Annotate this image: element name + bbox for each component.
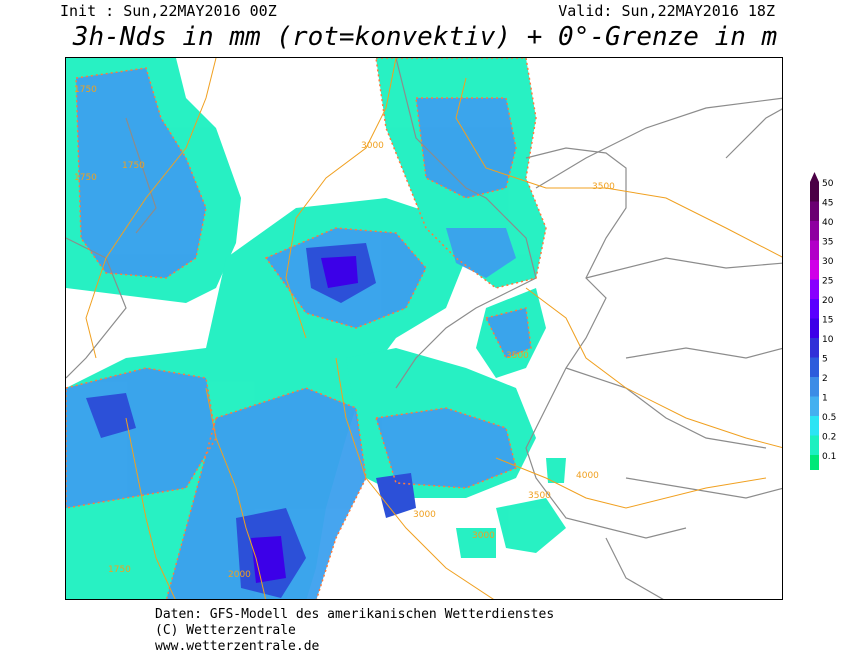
legend-scale: 50 45 40 35 30 25 20 15 10 5 2 1 0.5 0.2 0.1 bbox=[810, 172, 836, 475]
footer: Daten: GFS-Modell des amerikanischen Wet… bbox=[155, 607, 554, 655]
legend-label: 5 bbox=[822, 355, 828, 365]
chart-title: 3h-Nds in mm (rot=konvektiv) + 0°-Grenze… bbox=[72, 22, 778, 52]
convective-outlines bbox=[66, 58, 547, 599]
footer-copyright: (C) Wetterzentrale bbox=[155, 623, 296, 638]
valid-time: Valid: Sun,22MAY2016 18Z bbox=[558, 2, 775, 20]
legend-label: 2 bbox=[822, 374, 828, 384]
legend-label: 25 bbox=[822, 277, 833, 287]
legend-label: 0.2 bbox=[822, 433, 836, 443]
coastlines-borders bbox=[66, 58, 782, 599]
legend-label: 40 bbox=[822, 218, 834, 228]
freezing-level-label: 2000 bbox=[228, 570, 251, 580]
legend-label: 0.5 bbox=[822, 413, 836, 423]
legend-swatch bbox=[810, 201, 819, 221]
legend-label: 20 bbox=[822, 296, 834, 306]
legend-swatch bbox=[810, 416, 819, 436]
freezing-level-label: 3500 bbox=[592, 182, 615, 192]
freezing-level-label: 1750 bbox=[122, 161, 145, 171]
legend-swatch bbox=[810, 435, 819, 455]
freezing-level-label: 3000 bbox=[472, 531, 495, 541]
init-time: Init : Sun,22MAY2016 00Z bbox=[60, 2, 277, 20]
footer-url: www.wetterzentrale.de bbox=[155, 639, 320, 654]
freezing-level-label: 1750 bbox=[74, 173, 97, 183]
freezing-level-label: 1750 bbox=[74, 85, 97, 95]
legend-swatch bbox=[810, 455, 819, 475]
precip-legend: 50 45 40 35 30 25 20 15 10 5 2 1 0.5 0.2 0.1 bbox=[810, 170, 850, 475]
freezing-level-labels: 1750 1750 1750 3000 3500 3500 4000 3500 3000 3000… bbox=[74, 85, 615, 580]
legend-swatch bbox=[810, 318, 819, 338]
legend-swatch bbox=[810, 240, 819, 260]
legend-label: 30 bbox=[822, 257, 834, 267]
legend-label: 1 bbox=[822, 394, 828, 404]
legend-label: 0.1 bbox=[822, 452, 836, 462]
freezing-level-label: 1750 bbox=[108, 565, 131, 575]
precip-field-intense bbox=[251, 256, 358, 583]
legend-label: 45 bbox=[822, 199, 833, 209]
map-canvas: 1750 1750 1750 3000 3500 3500 4000 3500 3000 3000… bbox=[66, 58, 782, 599]
legend-swatch bbox=[810, 260, 819, 280]
freezing-level-label: 3500 bbox=[506, 351, 529, 361]
legend-swatch bbox=[810, 299, 819, 319]
legend-swatch bbox=[810, 279, 819, 299]
legend-label: 50 bbox=[822, 179, 834, 189]
freezing-level-label: 3000 bbox=[361, 141, 384, 151]
legend-arrow-cap bbox=[810, 172, 819, 182]
footer-data-source: Daten: GFS-Modell des amerikanischen Wet… bbox=[155, 607, 555, 622]
legend-swatch bbox=[810, 338, 819, 358]
freezing-level-label: 3000 bbox=[413, 510, 436, 520]
legend-swatch bbox=[810, 396, 819, 416]
legend-label: 10 bbox=[822, 335, 834, 345]
legend-label: 15 bbox=[822, 316, 833, 326]
legend-label: 35 bbox=[822, 238, 833, 248]
legend-swatch bbox=[810, 377, 819, 397]
legend-swatch bbox=[810, 182, 819, 202]
legend-swatch bbox=[810, 221, 819, 241]
freezing-level-label: 3500 bbox=[528, 491, 551, 501]
freezing-level-label: 4000 bbox=[576, 471, 599, 481]
legend-swatch bbox=[810, 357, 819, 377]
forecast-map: 1750 1750 1750 3000 3500 3500 4000 3500 3000 3000… bbox=[65, 57, 783, 600]
